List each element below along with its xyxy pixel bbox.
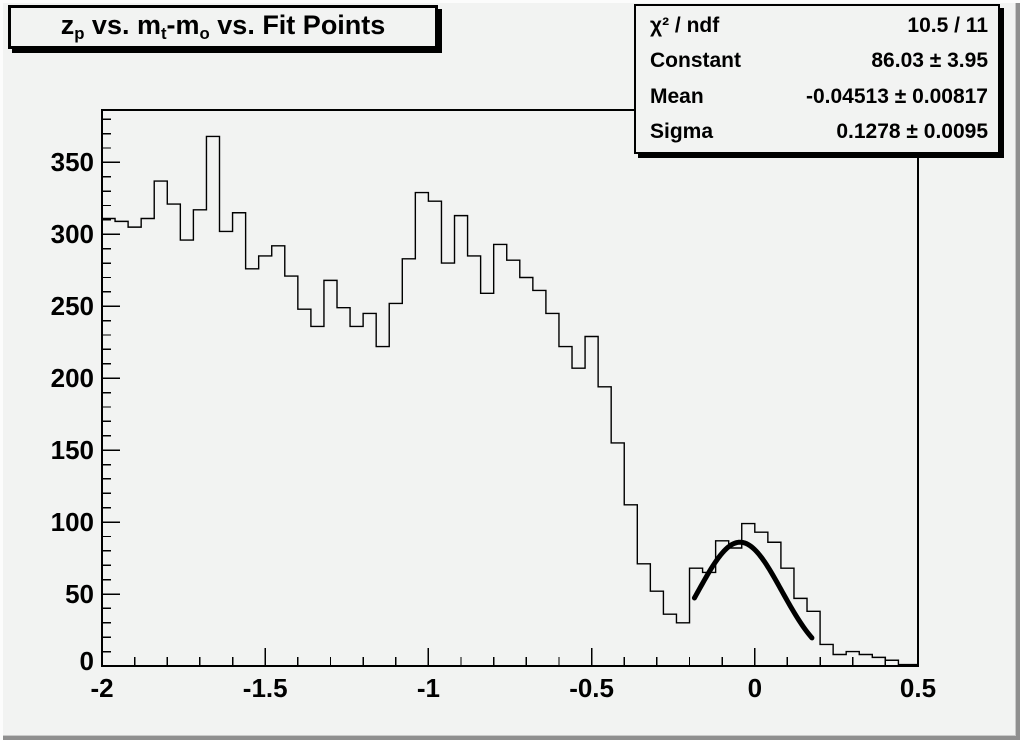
title-segment: z [60,9,75,40]
stats-label: Mean [650,84,704,108]
x-tick-label: -0.5 [569,673,614,703]
histogram-step-line [101,135,919,666]
y-tick-label: 250 [50,291,94,322]
x-tick-label: 0.5 [899,673,937,703]
stats-row: Sigma 0.1278 ± 0.0095 [636,115,998,149]
title-box: zp vs. mt-mo vs. Fit Points [8,5,438,49]
stats-row: χ² / ndf 10.5 / 11 [636,9,998,43]
x-tick-label: -2 [90,673,114,703]
stats-value: 0.1278 ± 0.0095 [836,120,988,144]
title-subscript: t [160,24,167,43]
y-tick-label: 200 [50,363,94,394]
stats-value: -0.04513 ± 0.00817 [805,84,988,108]
stats-row: Mean -0.04513 ± 0.00817 [636,80,998,114]
title-segment: vs. m [84,9,161,40]
x-tick-label: -1 [416,673,440,703]
title-segment: vs. Fit Points [209,9,386,40]
stats-label: χ² / ndf [650,13,720,37]
x-tick-label: 0 [747,673,763,703]
title-subscript: p [74,24,85,43]
stats-value: 86.03 ± 3.95 [871,49,988,73]
stats-label: Sigma [650,120,714,144]
title-subscript: o [199,24,210,43]
plot-frame [101,109,919,667]
y-tick-label: 350 [50,147,94,178]
gaussian-fit-curve [691,539,815,641]
y-tick-label: 100 [50,507,94,538]
x-tick-label: -1.5 [242,673,288,703]
y-tick-label: 150 [50,435,94,466]
stats-value: 10.5 / 11 [907,13,988,37]
page-title: zp vs. mt-mo vs. Fit Points [61,10,386,44]
stats-box: χ² / ndf 10.5 / 11 Constant 86.03 ± 3.95 Mea… [634,4,1000,154]
y-tick-label: 50 [65,579,94,610]
stats-label: Constant [650,49,741,73]
y-tick-label: 300 [50,219,94,250]
title-segment: -m [166,9,200,40]
stats-row: Constant 86.03 ± 3.95 [636,44,998,78]
y-tick-label: 0 [79,646,94,676]
